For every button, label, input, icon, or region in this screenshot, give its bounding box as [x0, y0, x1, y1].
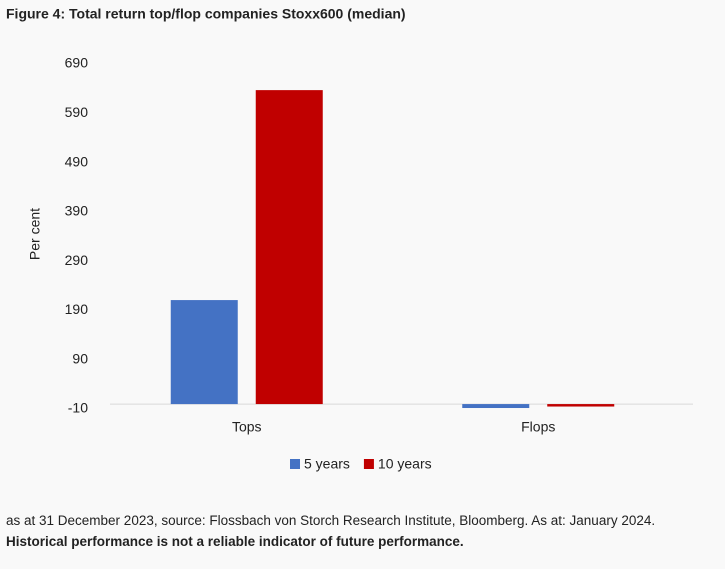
footnote: as at 31 December 2023, source: Flossbac… [6, 510, 718, 552]
y-tick-label: 690 [65, 55, 89, 71]
y-tick-label: 490 [65, 153, 89, 169]
bar [255, 90, 323, 405]
y-tick-label: 190 [65, 301, 89, 317]
bar [170, 300, 238, 405]
chart-title: Figure 4: Total return top/flop companie… [6, 6, 406, 22]
footnote-text: as at 31 December 2023, source: Flossbac… [6, 513, 656, 528]
y-tick-label: 290 [65, 252, 89, 268]
y-tick-label: -10 [68, 400, 88, 416]
y-axis-label: Per cent [27, 208, 43, 260]
legend-swatch [363, 459, 374, 469]
legend-swatch [290, 459, 300, 469]
bar [547, 404, 615, 407]
footnote-bold: Historical performance is not a reliable… [6, 534, 464, 549]
y-tick-label: 390 [65, 203, 89, 219]
legend-label: 10 years [378, 456, 432, 472]
y-tick-label: 590 [65, 104, 89, 120]
x-tick-label: Tops [232, 419, 262, 435]
legend-label: 5 years [304, 456, 350, 472]
bar [462, 404, 530, 409]
y-tick-label: 90 [72, 350, 88, 366]
x-tick-label: Flops [521, 419, 555, 435]
chart: Figure 4: Total return top/flop companie… [6, 6, 693, 472]
